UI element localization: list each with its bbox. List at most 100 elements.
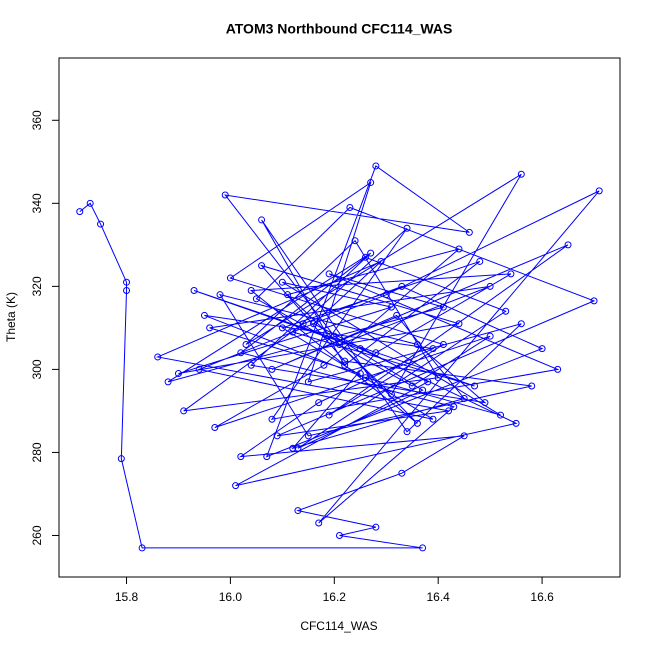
- point: [242, 340, 250, 348]
- point: [232, 482, 240, 490]
- y-tick-label: 360: [30, 110, 44, 130]
- point: [403, 428, 411, 436]
- point: [507, 270, 515, 278]
- point: [278, 278, 286, 286]
- point: [471, 382, 479, 390]
- point: [190, 287, 198, 295]
- x-tick-label: 16.6: [530, 590, 554, 604]
- x-tick-label: 15.8: [115, 590, 139, 604]
- point: [434, 374, 442, 382]
- x-tick-label: 16.4: [427, 590, 451, 604]
- point: [117, 455, 125, 463]
- point: [590, 297, 598, 305]
- point: [517, 170, 525, 178]
- point: [86, 199, 94, 207]
- point: [356, 345, 364, 353]
- point: [211, 424, 219, 432]
- x-tick-label: 16.0: [219, 590, 243, 604]
- point: [450, 403, 458, 411]
- point: [247, 361, 255, 369]
- point: [336, 531, 343, 539]
- point: [216, 291, 224, 299]
- chart-title: ATOM3 Northbound CFC114_WAS: [226, 21, 453, 37]
- point: [325, 270, 333, 278]
- point: [439, 340, 447, 348]
- point: [361, 374, 369, 382]
- point: [195, 365, 203, 373]
- point: [476, 257, 484, 265]
- point: [413, 419, 421, 427]
- point: [387, 390, 395, 398]
- x-axis-title: CFC114_WAS: [300, 619, 377, 633]
- point: [123, 287, 131, 295]
- series-line: [79, 165, 600, 549]
- point: [445, 407, 453, 415]
- point: [237, 453, 245, 461]
- point: [356, 370, 364, 378]
- point: [512, 419, 520, 427]
- y-axis-title: Theta (K): [4, 292, 18, 342]
- point: [320, 361, 328, 369]
- point: [408, 382, 416, 390]
- point: [247, 287, 255, 295]
- point: [439, 303, 447, 311]
- point: [387, 303, 395, 311]
- point: [460, 394, 468, 402]
- point: [429, 345, 437, 353]
- point: [393, 311, 401, 319]
- point: [336, 340, 343, 348]
- point: [538, 345, 546, 353]
- point: [289, 328, 297, 336]
- point: [424, 378, 432, 386]
- point: [258, 262, 266, 270]
- point: [310, 320, 318, 328]
- point: [372, 523, 380, 531]
- point: [284, 291, 292, 299]
- point: [403, 224, 411, 232]
- point: [372, 162, 380, 170]
- point: [252, 295, 260, 303]
- point: [481, 399, 489, 407]
- point: [382, 291, 390, 299]
- point: [180, 407, 188, 415]
- x-tick-label: 16.2: [323, 590, 347, 604]
- point: [258, 216, 266, 224]
- point: [419, 544, 427, 552]
- point: [564, 241, 572, 249]
- point: [341, 357, 349, 365]
- point: [554, 365, 562, 373]
- point: [226, 274, 234, 282]
- point: [460, 432, 468, 440]
- point: [164, 378, 172, 386]
- y-tick-label: 340: [30, 193, 44, 213]
- point: [419, 386, 427, 394]
- point: [377, 257, 385, 265]
- point: [325, 411, 333, 419]
- point: [299, 320, 307, 328]
- point: [372, 349, 380, 357]
- point: [398, 282, 406, 290]
- point: [486, 332, 494, 340]
- point: [367, 179, 375, 187]
- plot-frame: [58, 57, 621, 578]
- point: [97, 220, 105, 228]
- point: [315, 519, 323, 527]
- point: [289, 444, 297, 452]
- y-tick-label: 320: [30, 276, 44, 296]
- point: [76, 208, 84, 216]
- point: [278, 324, 286, 332]
- point: [528, 382, 536, 390]
- point: [294, 444, 302, 452]
- point: [273, 432, 281, 440]
- y-tick-label: 280: [30, 442, 44, 462]
- point: [361, 253, 369, 261]
- point: [346, 203, 354, 211]
- point: [351, 237, 359, 245]
- point: [455, 320, 463, 328]
- point: [268, 415, 276, 423]
- point: [268, 365, 276, 373]
- point: [294, 507, 302, 515]
